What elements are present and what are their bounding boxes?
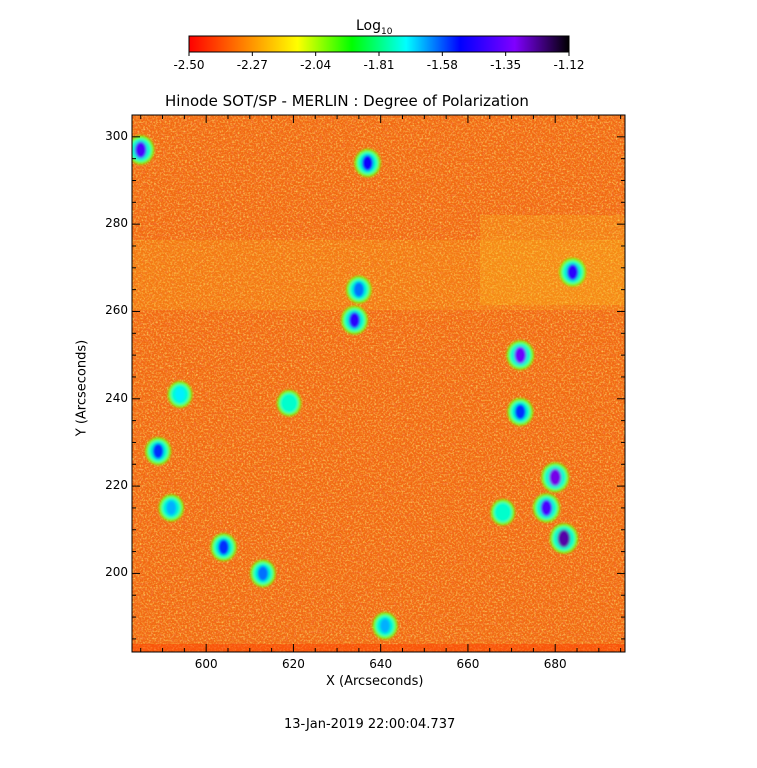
- colorbar-title-main: Log: [356, 18, 382, 34]
- colorbar-tick-marks: [188, 52, 570, 56]
- colorbar-tick-label: -2.04: [300, 58, 332, 72]
- polarization-feature: [372, 612, 398, 640]
- y-tick-label: 260: [105, 303, 128, 318]
- polarization-feature: [533, 493, 560, 523]
- colorbar-title: Log10: [356, 18, 392, 37]
- polarization-feature: [541, 462, 569, 493]
- polarization-feature: [507, 398, 534, 426]
- timestamp: 13-Jan-2019 22:00:04.737: [284, 717, 456, 732]
- colorbar-gradient: [188, 35, 570, 53]
- polarization-feature: [354, 149, 381, 178]
- colorbar-title-sub: 10: [381, 26, 393, 37]
- x-tick-label: 660: [456, 657, 480, 671]
- colorbar-tick-label: -1.12: [553, 58, 585, 72]
- polarization-feature: [346, 276, 372, 304]
- x-tick-label: 620: [281, 657, 305, 671]
- polarization-feature: [250, 559, 276, 588]
- polarization-feature: [549, 523, 578, 554]
- y-tick-label: 280: [105, 216, 128, 231]
- y-tick-label: 240: [105, 390, 128, 405]
- plot-frame: [131, 114, 626, 653]
- chart-title: Hinode SOT/SP - MERLIN : Degree of Polar…: [165, 92, 529, 110]
- polarization-feature: [145, 437, 171, 465]
- polarization-feature: [167, 381, 193, 408]
- polarization-feature: [277, 390, 302, 417]
- x-tick-label: 680: [543, 657, 567, 671]
- polarization-features: [132, 135, 586, 640]
- x-tick-label: 640: [369, 657, 393, 671]
- colorbar-tick-label: -1.35: [490, 58, 522, 72]
- polarization-feature: [506, 340, 534, 370]
- heatmap-image: [132, 115, 625, 652]
- y-tick-label: 220: [105, 478, 128, 493]
- polarization-feature: [490, 499, 515, 526]
- polarization-feature: [559, 257, 586, 287]
- x-tick-label: 600: [194, 657, 218, 671]
- y-tick-label: 200: [105, 565, 128, 580]
- polarization-feature: [158, 494, 184, 522]
- y-tick-label: 300: [105, 128, 128, 143]
- colorbar-tick-label: -2.27: [236, 58, 268, 72]
- polarization-feature: [210, 533, 237, 562]
- polarization-feature: [132, 135, 155, 165]
- colorbar-tick-label: -1.58: [426, 58, 458, 72]
- axis-tick-marks: [132, 114, 625, 652]
- x-axis-label: X (Arcseconds): [326, 674, 424, 689]
- polarization-feature: [341, 305, 368, 335]
- colorbar-tick-label: -2.50: [173, 58, 205, 72]
- colorbar-tick-label: -1.81: [363, 58, 395, 72]
